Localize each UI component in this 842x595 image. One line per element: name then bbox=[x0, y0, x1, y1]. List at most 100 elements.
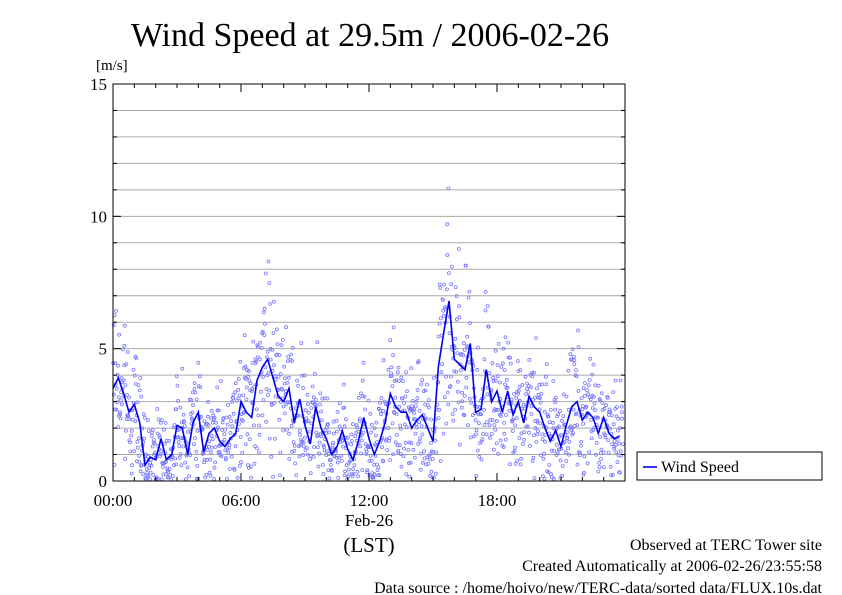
raw-data-point bbox=[597, 465, 602, 470]
raw-data-point bbox=[423, 388, 428, 393]
raw-data-point bbox=[576, 328, 580, 333]
raw-data-point bbox=[519, 431, 524, 436]
raw-data-point bbox=[251, 423, 256, 428]
raw-data-point bbox=[611, 390, 615, 395]
raw-data-point bbox=[354, 423, 359, 428]
raw-data-point bbox=[326, 452, 331, 456]
raw-data-point bbox=[305, 392, 310, 397]
raw-data-point bbox=[448, 384, 453, 389]
raw-data-point bbox=[269, 454, 274, 459]
raw-data-point bbox=[579, 443, 583, 448]
raw-data-point bbox=[255, 344, 260, 349]
raw-data-point bbox=[381, 459, 386, 464]
raw-data-point bbox=[125, 350, 130, 354]
x-axis-title: (LST) bbox=[343, 533, 394, 557]
raw-data-point bbox=[433, 438, 438, 443]
raw-data-point bbox=[281, 428, 286, 433]
raw-data-point bbox=[417, 420, 422, 425]
raw-data-point bbox=[218, 379, 223, 384]
raw-data-point bbox=[413, 431, 418, 436]
raw-data-point bbox=[449, 264, 454, 269]
raw-data-point bbox=[172, 423, 177, 427]
raw-data-point bbox=[159, 477, 164, 482]
raw-data-point bbox=[419, 382, 424, 387]
raw-data-point bbox=[339, 453, 344, 458]
raw-data-point bbox=[237, 393, 242, 398]
raw-data-point bbox=[536, 392, 541, 397]
raw-data-point bbox=[303, 408, 308, 413]
raw-data-point bbox=[306, 410, 311, 415]
raw-data-point bbox=[493, 378, 498, 383]
raw-data-point bbox=[546, 414, 551, 419]
raw-data-point bbox=[227, 442, 232, 447]
raw-data-point bbox=[114, 386, 119, 391]
raw-data-point bbox=[368, 453, 373, 458]
raw-data-point bbox=[318, 391, 323, 396]
raw-data-point bbox=[403, 440, 408, 445]
raw-data-point bbox=[313, 402, 318, 407]
raw-data-point bbox=[205, 414, 210, 419]
raw-data-point bbox=[494, 419, 499, 424]
raw-data-point bbox=[502, 420, 507, 425]
raw-data-point bbox=[266, 259, 271, 264]
raw-data-point bbox=[308, 471, 313, 476]
raw-data-point bbox=[528, 443, 532, 448]
raw-data-point bbox=[512, 391, 516, 396]
footnote-source: Data source : /home/hoivo/new/TERC-data/… bbox=[374, 580, 822, 595]
raw-data-point bbox=[235, 475, 240, 480]
raw-data-point bbox=[409, 441, 414, 446]
raw-data-point bbox=[578, 450, 582, 455]
raw-data-point bbox=[258, 389, 263, 394]
raw-data-point bbox=[212, 476, 217, 481]
raw-data-point bbox=[168, 472, 173, 477]
raw-data-point bbox=[475, 345, 480, 350]
raw-data-point bbox=[444, 421, 449, 426]
raw-data-point bbox=[141, 472, 146, 477]
raw-data-point bbox=[439, 370, 444, 375]
raw-data-point bbox=[468, 435, 473, 440]
raw-data-point bbox=[497, 380, 502, 385]
raw-data-point bbox=[272, 363, 276, 368]
raw-data-point bbox=[550, 420, 555, 425]
raw-data-point bbox=[597, 460, 601, 465]
raw-data-point bbox=[514, 395, 519, 400]
raw-data-point bbox=[606, 438, 611, 443]
raw-data-point bbox=[114, 407, 119, 412]
raw-data-point bbox=[125, 393, 129, 398]
raw-data-point bbox=[320, 396, 325, 401]
raw-data-point bbox=[555, 451, 560, 456]
raw-data-point bbox=[212, 415, 217, 420]
raw-data-point bbox=[213, 445, 218, 449]
raw-data-point bbox=[491, 375, 496, 380]
raw-data-point bbox=[500, 361, 505, 366]
raw-data-point bbox=[434, 450, 439, 455]
raw-data-point bbox=[248, 381, 253, 386]
raw-data-point bbox=[484, 432, 489, 437]
raw-data-point bbox=[381, 408, 386, 413]
legend-label-wind-speed: Wind Speed bbox=[661, 459, 739, 476]
raw-data-point bbox=[156, 417, 161, 422]
raw-data-point bbox=[530, 370, 534, 375]
raw-data-point bbox=[205, 447, 210, 452]
raw-data-point bbox=[445, 253, 450, 257]
raw-data-point bbox=[264, 419, 269, 424]
raw-data-point bbox=[445, 222, 450, 227]
raw-data-point bbox=[453, 285, 458, 290]
raw-data-point bbox=[210, 420, 215, 425]
raw-data-point bbox=[594, 452, 598, 457]
raw-data-point bbox=[355, 469, 360, 474]
raw-data-point bbox=[452, 369, 457, 374]
raw-data-point bbox=[456, 400, 461, 405]
raw-data-point bbox=[504, 413, 508, 417]
raw-data-point bbox=[182, 424, 187, 429]
raw-data-point bbox=[396, 365, 401, 370]
raw-data-point bbox=[474, 473, 479, 478]
raw-data-point bbox=[520, 383, 525, 387]
raw-data-point bbox=[315, 340, 320, 345]
raw-data-point bbox=[138, 469, 143, 474]
raw-data-point bbox=[608, 409, 613, 414]
raw-data-point bbox=[271, 474, 276, 479]
raw-data-point bbox=[281, 404, 286, 409]
raw-data-point bbox=[151, 440, 156, 445]
raw-data-point bbox=[580, 407, 585, 412]
